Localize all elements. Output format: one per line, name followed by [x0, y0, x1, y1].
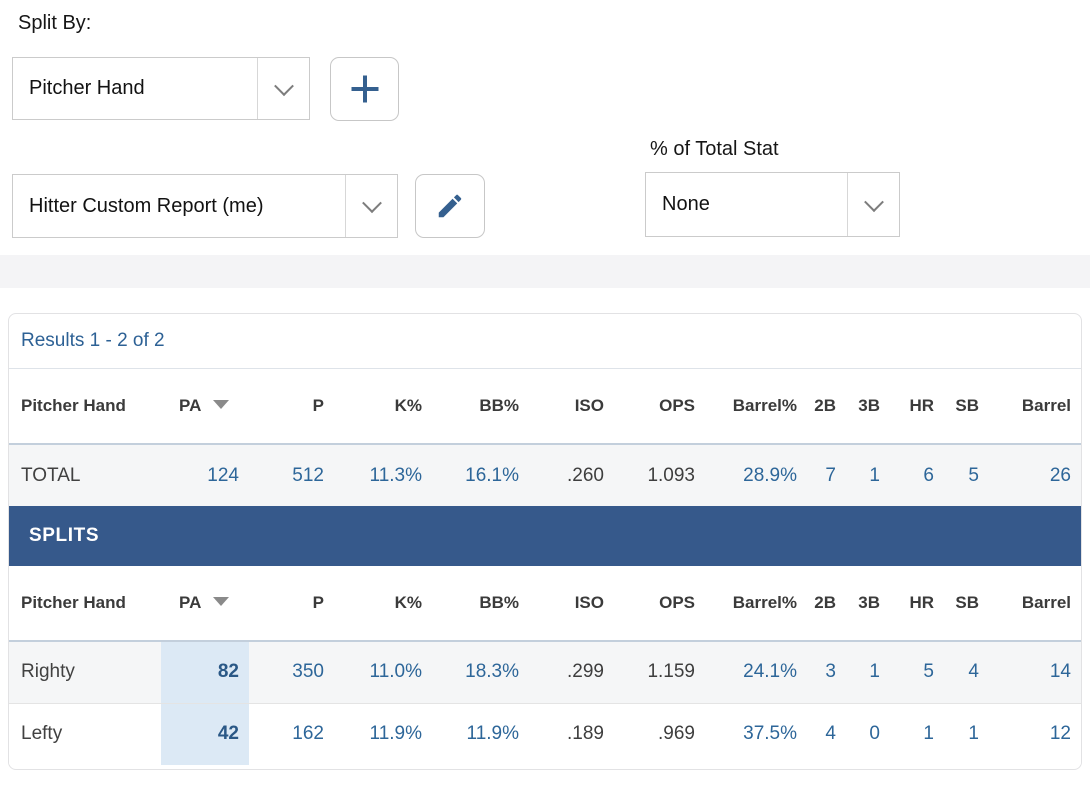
header-ops[interactable]: OPS: [659, 396, 695, 415]
split-3b[interactable]: 0: [869, 723, 880, 745]
pct-of-total-select-value: None: [662, 193, 710, 215]
splits-header-row: Pitcher Hand PA P K% BB% ISO OPS Barrel%…: [9, 566, 1081, 641]
split-barrel[interactable]: 12: [1049, 723, 1071, 745]
total-iso: .260: [567, 464, 604, 486]
pct-of-total-select-caret-zone[interactable]: [847, 173, 899, 236]
header-2b[interactable]: 2B: [814, 593, 836, 612]
header-p[interactable]: P: [312, 396, 324, 415]
total-barrel-pct[interactable]: 28.9%: [743, 464, 797, 486]
header-iso[interactable]: ISO: [574, 593, 604, 612]
report-select-caret-zone[interactable]: [345, 175, 397, 237]
split-row-lefty: Lefty 42 162 11.9% 11.9% .189 .969 37.5%…: [9, 703, 1081, 765]
edit-report-button[interactable]: [415, 174, 485, 238]
split-k-pct[interactable]: 11.0%: [369, 661, 422, 683]
stats-table: Pitcher Hand PA P K% BB% ISO OPS Barrel%…: [9, 369, 1081, 765]
header-pitcher-hand[interactable]: Pitcher Hand: [21, 396, 126, 415]
split-k-pct[interactable]: 11.9%: [369, 723, 422, 745]
header-pa-label: PA: [179, 396, 202, 415]
split-row-righty: Righty 82 350 11.0% 18.3% .299 1.159 24.…: [9, 641, 1081, 703]
header-ops[interactable]: OPS: [659, 593, 695, 612]
split-2b[interactable]: 3: [825, 661, 836, 683]
header-pa[interactable]: PA: [161, 566, 249, 641]
results-card: Results 1 - 2 of 2 Pitcher Hand PA P K% …: [8, 313, 1082, 770]
split-bb-pct[interactable]: 18.3%: [465, 661, 519, 683]
table-header-row: Pitcher Hand PA P K% BB% ISO OPS Barrel%…: [9, 369, 1081, 444]
header-3b[interactable]: 3B: [858, 396, 880, 415]
splits-section-band: SPLITS: [9, 506, 1081, 566]
split-bb-pct[interactable]: 11.9%: [466, 723, 519, 745]
total-row: TOTAL 124 512 11.3% 16.1% .260 1.093 28.…: [9, 444, 1081, 506]
total-2b[interactable]: 7: [825, 464, 836, 486]
total-barrel[interactable]: 26: [1049, 464, 1071, 486]
header-hr[interactable]: HR: [909, 593, 934, 612]
header-k-pct[interactable]: K%: [394, 593, 422, 612]
header-3b[interactable]: 3B: [858, 593, 880, 612]
split-pa[interactable]: 42: [161, 703, 249, 765]
header-iso[interactable]: ISO: [574, 396, 604, 415]
split-barrel[interactable]: 14: [1049, 661, 1071, 683]
total-k-pct[interactable]: 11.3%: [369, 464, 422, 486]
header-pitcher-hand[interactable]: Pitcher Hand: [21, 593, 126, 612]
pct-of-total-select[interactable]: None: [645, 172, 900, 237]
header-barrel-pct[interactable]: Barrel%: [732, 593, 797, 612]
header-p[interactable]: P: [312, 593, 324, 612]
total-p[interactable]: 512: [292, 464, 324, 486]
total-hr[interactable]: 6: [923, 464, 934, 486]
split-pa[interactable]: 82: [161, 641, 249, 703]
header-barrel-pct[interactable]: Barrel%: [732, 396, 797, 415]
split-sb[interactable]: 4: [968, 661, 979, 683]
header-hr[interactable]: HR: [909, 396, 934, 415]
pencil-icon: [438, 194, 462, 218]
split-label: Lefty: [21, 723, 63, 745]
chevron-down-icon: [273, 75, 294, 96]
split-ops: .969: [658, 723, 695, 745]
results-summary: Results 1 - 2 of 2: [9, 314, 1081, 369]
header-barrel[interactable]: Barrel: [1021, 396, 1071, 415]
section-divider-band: [0, 255, 1090, 288]
header-pa-label: PA: [179, 593, 202, 612]
split-2b[interactable]: 4: [825, 723, 836, 745]
total-label: TOTAL: [21, 464, 81, 486]
header-sb[interactable]: SB: [955, 593, 979, 612]
split-by-label: Split By:: [18, 12, 92, 34]
header-2b[interactable]: 2B: [814, 396, 836, 415]
header-bb-pct[interactable]: BB%: [479, 396, 519, 415]
split-p[interactable]: 350: [292, 661, 324, 683]
chevron-down-icon: [361, 193, 382, 214]
pct-of-total-label: % of Total Stat: [650, 138, 779, 160]
total-3b[interactable]: 1: [869, 464, 880, 486]
header-sb[interactable]: SB: [955, 396, 979, 415]
split-by-select-caret-zone[interactable]: [257, 58, 309, 119]
filter-controls: Split By: Pitcher Hand Hitter Custom Rep…: [0, 0, 1090, 313]
split-p[interactable]: 162: [292, 723, 324, 745]
split-3b[interactable]: 1: [869, 661, 880, 683]
total-sb[interactable]: 5: [968, 464, 979, 486]
plus-icon: [351, 75, 378, 103]
sort-desc-icon: [213, 400, 230, 409]
split-hr[interactable]: 1: [923, 723, 934, 745]
total-ops: 1.093: [647, 464, 695, 486]
report-select-value: Hitter Custom Report (me): [29, 194, 264, 217]
header-k-pct[interactable]: K%: [394, 396, 422, 415]
split-iso: .189: [567, 723, 604, 745]
split-iso: .299: [567, 661, 604, 683]
total-pa[interactable]: 124: [207, 464, 239, 486]
chevron-down-icon: [863, 191, 884, 212]
split-label: Righty: [21, 661, 75, 683]
split-barrel-pct[interactable]: 24.1%: [743, 661, 797, 683]
header-bb-pct[interactable]: BB%: [479, 593, 519, 612]
split-ops: 1.159: [647, 661, 695, 683]
split-hr[interactable]: 5: [923, 661, 934, 683]
report-select[interactable]: Hitter Custom Report (me): [12, 174, 398, 238]
splits-section-label: SPLITS: [9, 506, 1081, 566]
header-barrel[interactable]: Barrel: [1021, 593, 1071, 612]
split-by-select[interactable]: Pitcher Hand: [12, 57, 310, 120]
split-barrel-pct[interactable]: 37.5%: [743, 723, 797, 745]
split-sb[interactable]: 1: [968, 723, 979, 745]
split-by-select-value: Pitcher Hand: [29, 77, 145, 99]
sort-desc-icon: [213, 597, 230, 606]
total-bb-pct[interactable]: 16.1%: [465, 464, 519, 486]
header-pa[interactable]: PA: [161, 369, 249, 444]
add-split-button[interactable]: [330, 57, 399, 121]
